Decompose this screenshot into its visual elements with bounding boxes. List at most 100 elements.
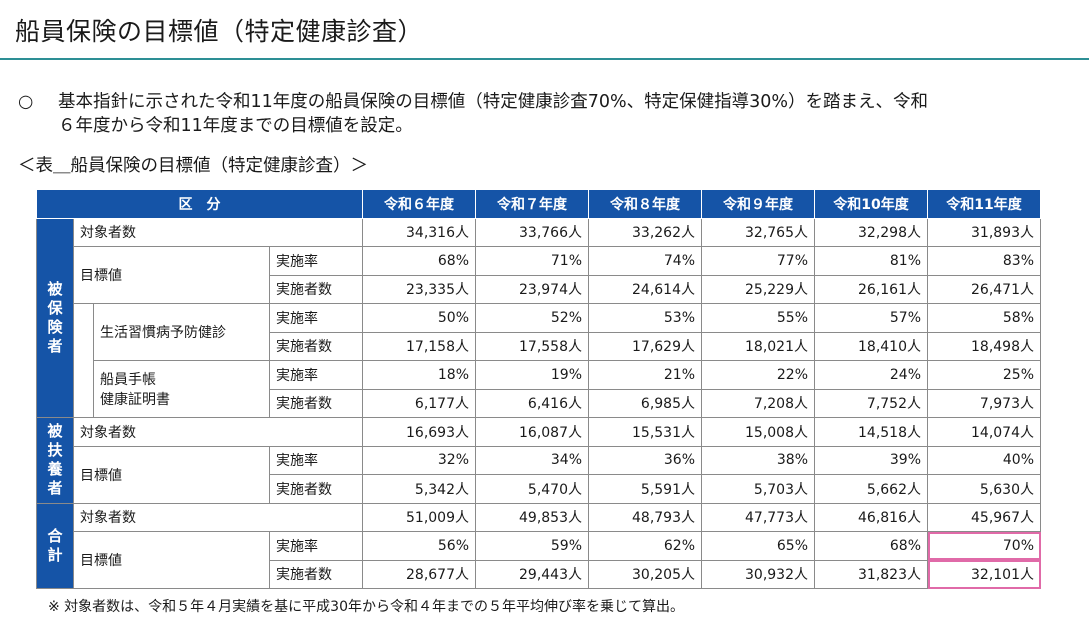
table-cell: 29,443人 — [475, 559, 589, 589]
footnote: ※ 対象者数は、令和５年４月実績を基に平成30年から令和４年までの５年平均伸び率… — [48, 599, 684, 615]
table-cell: 23,335人 — [362, 274, 476, 304]
table-cell: 16,693人 — [362, 417, 476, 447]
table-cell: 7,752人 — [814, 388, 928, 418]
table-cell: 18,021人 — [701, 331, 815, 361]
indent-spacer — [73, 303, 94, 418]
table-cell: 18,498人 — [927, 331, 1041, 361]
table-cell: 33,766人 — [475, 217, 589, 247]
row-label-mokuhyou: 目標値 — [73, 531, 270, 589]
table-cell: 18% — [362, 360, 476, 390]
table-cell: 83% — [927, 246, 1041, 276]
table-row: 目標値 実施率 68% 71% 74% 77% 81% 83% — [37, 246, 1041, 304]
table-caption: ＜表＿船員保険の目標値（特定健康診査）＞ — [18, 156, 368, 176]
table-row: 生活習慣病予防健診 実施率 50% 52% 53% 55% 57% 58% — [37, 303, 1041, 418]
row-label-rate: 実施率 — [269, 303, 363, 333]
table-cell: 5,630人 — [927, 474, 1041, 504]
table-cell: 39% — [814, 445, 928, 475]
table-cell: 30,205人 — [588, 559, 702, 589]
table-cell: 58% — [927, 303, 1041, 333]
table-cell: 33,262人 — [588, 217, 702, 247]
row-label-techo-line1: 船員手帳 — [100, 372, 156, 388]
table-cell: 16,087人 — [475, 417, 589, 447]
highlighted-cell: 32,101人 — [927, 559, 1041, 589]
bullet-paragraph: ○ 基本指針に示された令和11年度の船員保険の目標値（特定健康診査70%、特定保… — [18, 90, 1083, 138]
table-row: 船員手帳 健康証明書 実施率 18% 19% 21% 22% 24% 25% — [37, 360, 1041, 418]
row-label-rate: 実施率 — [269, 445, 363, 475]
table-cell: 51,009人 — [362, 502, 476, 532]
table-cell: 22% — [701, 360, 815, 390]
table-cell: 26,161人 — [814, 274, 928, 304]
table-cell: 30,932人 — [701, 559, 815, 589]
row-label-taishosha: 対象者数 — [73, 502, 363, 532]
table-cell: 77% — [701, 246, 815, 276]
table-cell: 7,973人 — [927, 388, 1041, 418]
table-cell: 74% — [588, 246, 702, 276]
header-year: 令和11年度 — [927, 189, 1041, 219]
row-label-count: 実施者数 — [269, 331, 363, 361]
title-divider — [0, 58, 1089, 60]
table-cell: 34% — [475, 445, 589, 475]
table-cell: 49,853人 — [475, 502, 589, 532]
table-cell: 26,471人 — [927, 274, 1041, 304]
table-cell: 14,518人 — [814, 417, 928, 447]
table-cell: 32% — [362, 445, 476, 475]
table-cell: 56% — [362, 531, 476, 561]
table-cell: 6,416人 — [475, 388, 589, 418]
table-cell: 52% — [475, 303, 589, 333]
table-cell: 17,558人 — [475, 331, 589, 361]
table-cell: 17,158人 — [362, 331, 476, 361]
header-year: 令和６年度 — [362, 189, 476, 219]
header-kubun: 区 分 — [36, 189, 363, 219]
table-row: 実施者数 6,177人 6,416人 6,985人 7,208人 7,752人 … — [37, 388, 1041, 418]
table-cell: 5,662人 — [814, 474, 928, 504]
table-cell: 31,823人 — [814, 559, 928, 589]
row-label-mokuhyou: 目標値 — [73, 246, 270, 304]
table-cell: 5,591人 — [588, 474, 702, 504]
table-cell: 68% — [362, 246, 476, 276]
header-year: 令和10年度 — [814, 189, 928, 219]
table-cell: 6,985人 — [588, 388, 702, 418]
row-label-count: 実施者数 — [269, 274, 363, 304]
table-cell: 62% — [588, 531, 702, 561]
row-label-seikatsu: 生活習慣病予防健診 — [93, 303, 270, 361]
bullet-line-1: 基本指針に示された令和11年度の船員保険の目標値（特定健康診査70%、特定保健指… — [58, 92, 929, 112]
row-label-rate: 実施率 — [269, 360, 363, 390]
table-cell: 17,629人 — [588, 331, 702, 361]
table-cell: 68% — [814, 531, 928, 561]
table-cell: 47,773人 — [701, 502, 815, 532]
table-cell: 71% — [475, 246, 589, 276]
group-label-hifuyousha: 被扶養者 — [36, 417, 74, 504]
table-cell: 6,177人 — [362, 388, 476, 418]
table-cell: 40% — [927, 445, 1041, 475]
table-cell: 50% — [362, 303, 476, 333]
table-row: 目標値 実施率 56% 59% 62% 65% 68% 70% — [37, 531, 1041, 589]
table-cell: 45,967人 — [927, 502, 1041, 532]
table-row: 実施者数 17,158人 17,558人 17,629人 18,021人 18,… — [37, 331, 1041, 361]
header-year: 令和８年度 — [588, 189, 702, 219]
table-cell: 19% — [475, 360, 589, 390]
row-label-rate: 実施率 — [269, 531, 363, 561]
table-cell: 28,677人 — [362, 559, 476, 589]
group-label-hihokensha: 被保険者 — [36, 217, 74, 418]
table-cell: 25,229人 — [701, 274, 815, 304]
table-cell: 7,208人 — [701, 388, 815, 418]
table-cell: 23,974人 — [475, 274, 589, 304]
bullet-circle-icon: ○ — [18, 92, 34, 112]
table-cell: 15,531人 — [588, 417, 702, 447]
table-row: 合計 対象者数 51,009人 49,853人 48,793人 47,773人 … — [36, 502, 1041, 589]
table-row: 実施者数 23,335人 23,974人 24,614人 25,229人 26,… — [37, 274, 1041, 304]
table-row: 実施者数 5,342人 5,470人 5,591人 5,703人 5,662人 … — [37, 474, 1041, 504]
group-label-goukei: 合計 — [36, 502, 74, 589]
row-label-taishosha: 対象者数 — [73, 417, 363, 447]
table-row: 被扶養者 対象者数 16,693人 16,087人 15,531人 15,008… — [36, 417, 1041, 504]
table-cell: 25% — [927, 360, 1041, 390]
table-cell: 15,008人 — [701, 417, 815, 447]
table-cell: 5,470人 — [475, 474, 589, 504]
row-label-techo: 船員手帳 健康証明書 — [93, 360, 270, 418]
table-cell: 55% — [701, 303, 815, 333]
row-label-taishosha: 対象者数 — [73, 217, 363, 247]
table-cell: 5,703人 — [701, 474, 815, 504]
table-cell: 59% — [475, 531, 589, 561]
table-cell: 57% — [814, 303, 928, 333]
table-cell: 36% — [588, 445, 702, 475]
